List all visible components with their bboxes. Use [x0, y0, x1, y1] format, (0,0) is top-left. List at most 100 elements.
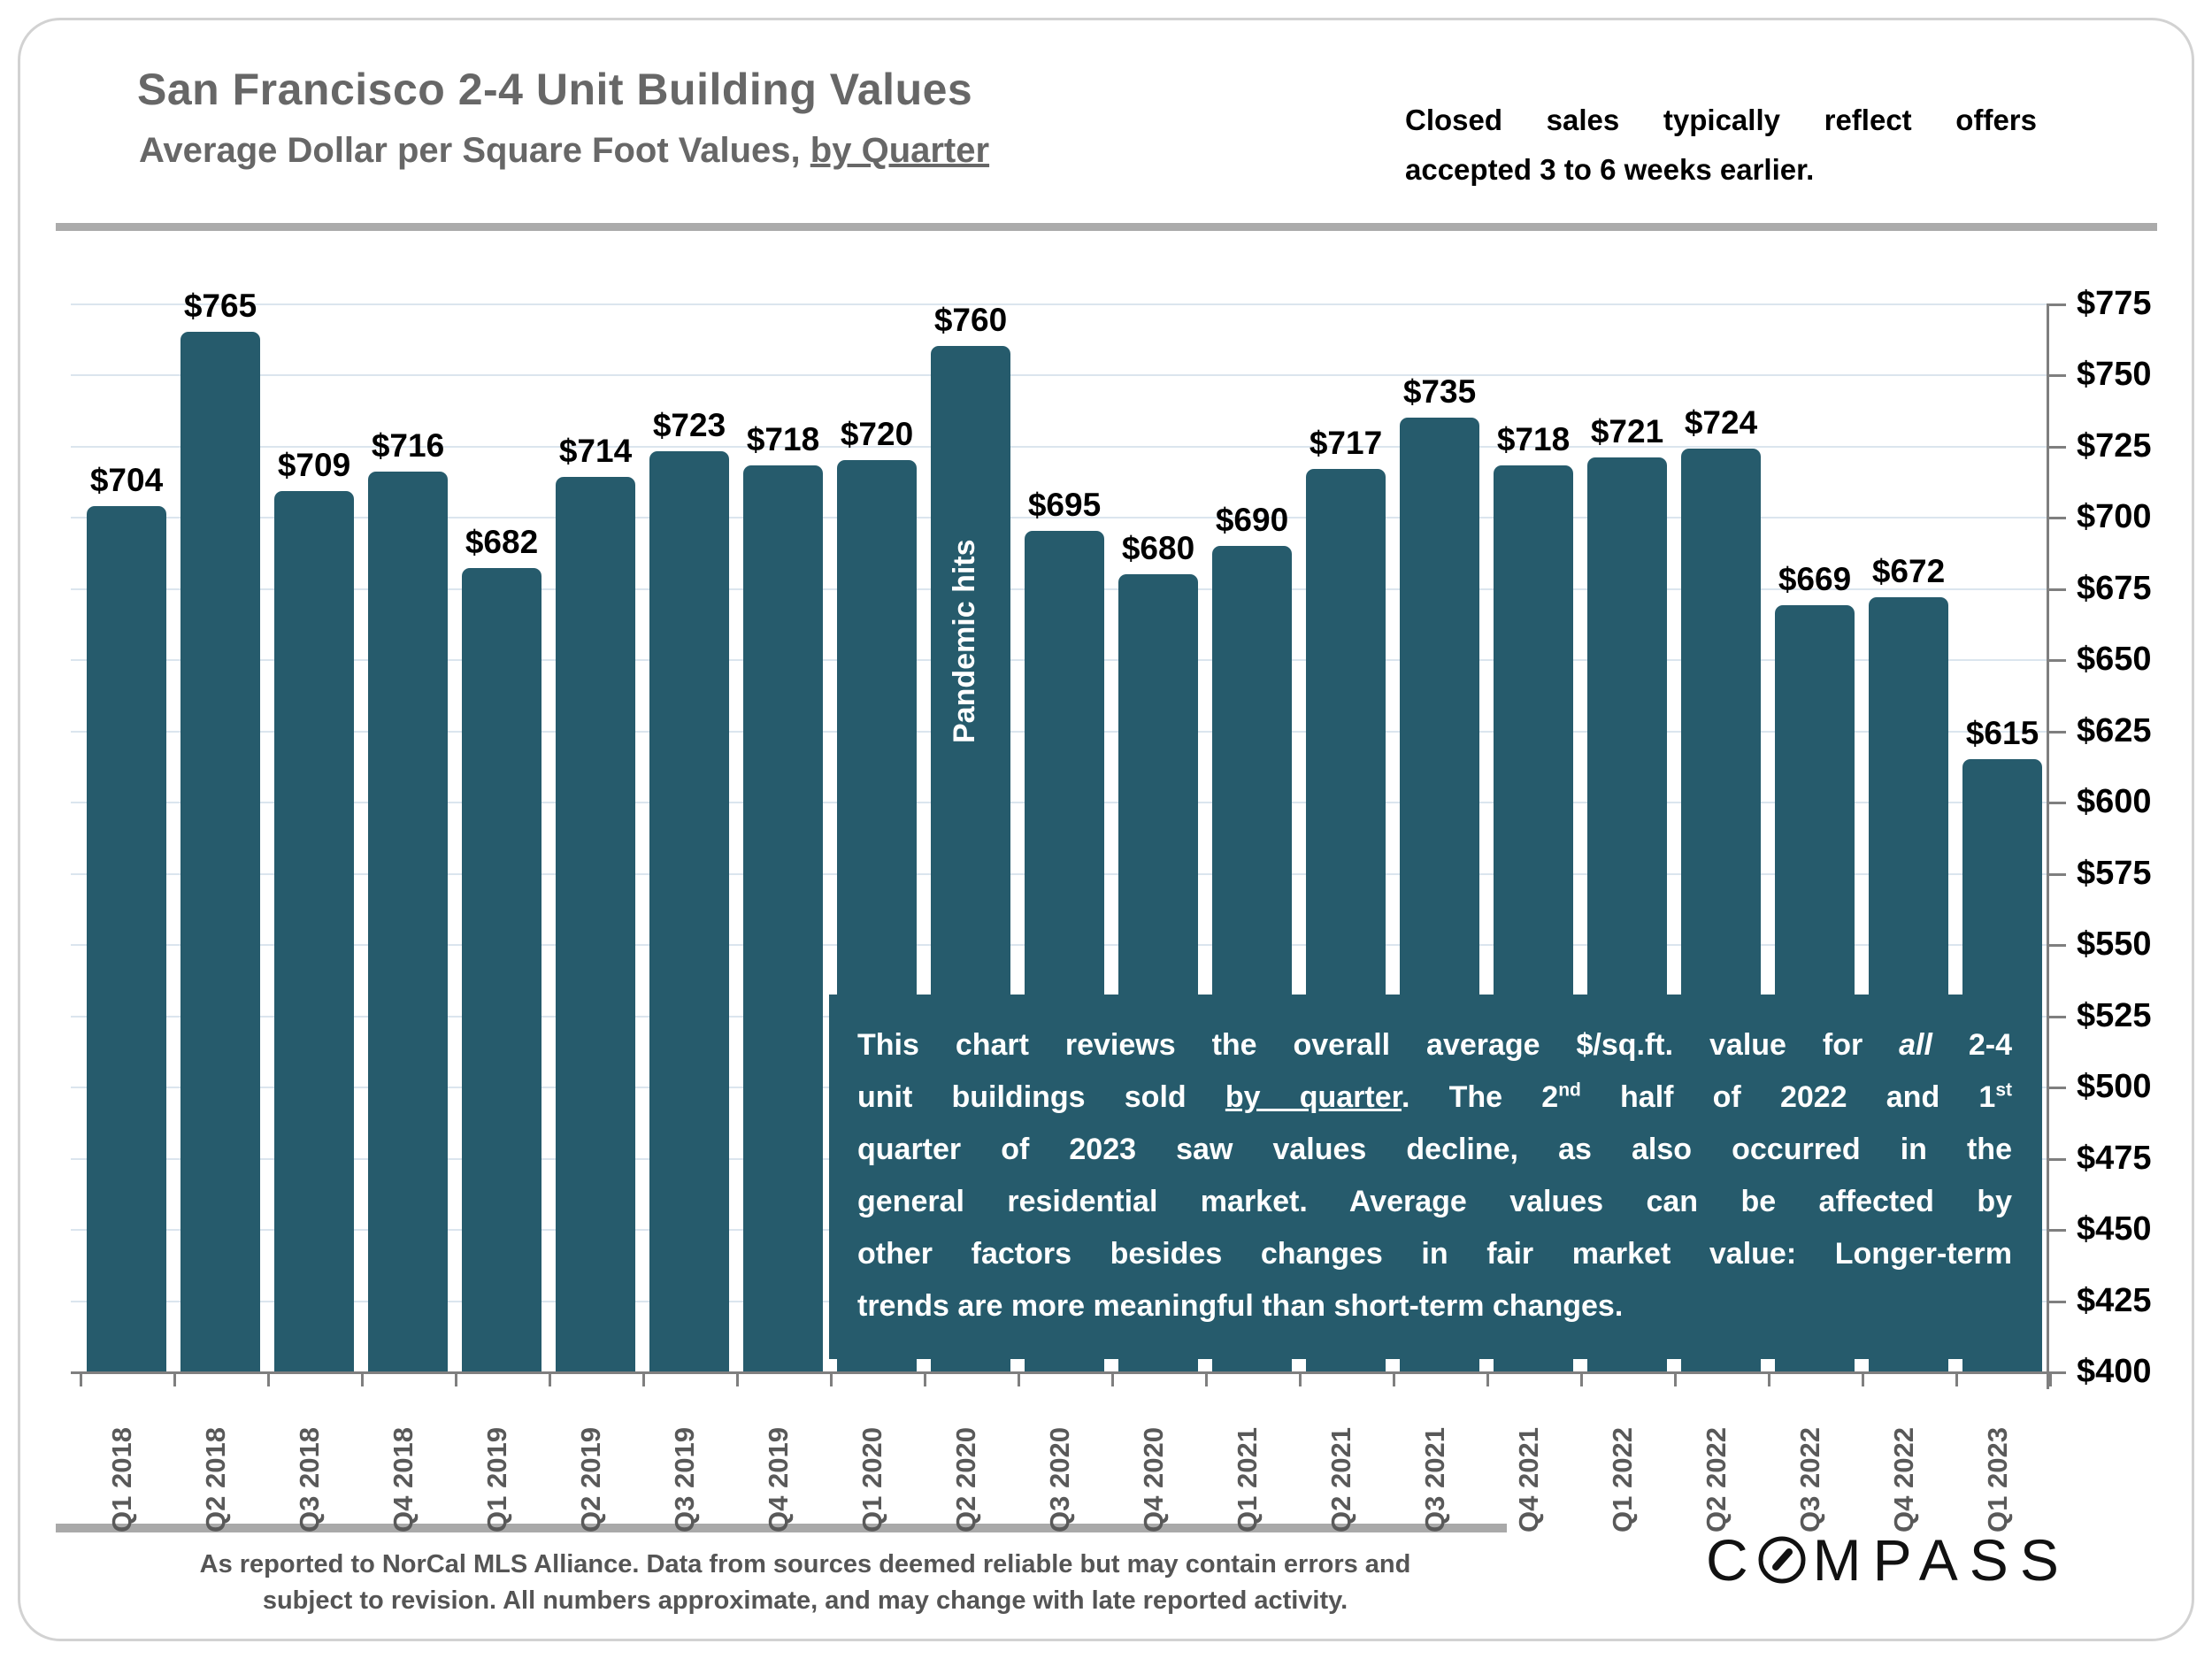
- logo-letter-c: C: [1706, 1527, 1760, 1593]
- y-tick: [2047, 1229, 2066, 1233]
- x-tick: [1018, 1371, 1020, 1386]
- y-tick: [2047, 588, 2066, 591]
- x-tick-label: Q1 2018: [106, 1427, 137, 1532]
- overlay-text-line: trends are more meaningful than short-te…: [857, 1289, 1624, 1323]
- x-tick-label: Q1 2020: [856, 1427, 887, 1532]
- bar-value-label: $714: [558, 433, 633, 470]
- y-tick: [2047, 517, 2066, 520]
- bar-value-label: $672: [1871, 552, 1946, 589]
- x-tick: [361, 1371, 364, 1386]
- y-tick: [2047, 730, 2066, 733]
- subtitle-text: Average Dollar per Square Foot Values,: [139, 131, 810, 170]
- x-tick-label: Q2 2022: [1701, 1427, 1732, 1532]
- x-tick: [1299, 1371, 1302, 1386]
- x-tick-label: Q4 2019: [763, 1427, 794, 1532]
- overlay-text-line: This chart reviews the overall average $…: [857, 1028, 2013, 1062]
- bar-value-label: $718: [1496, 421, 1571, 458]
- page-title: San Francisco 2-4 Unit Building Values: [137, 65, 973, 114]
- x-tick: [549, 1371, 551, 1386]
- overlay-text-line: quarter of 2023 saw values decline, as a…: [857, 1133, 2012, 1166]
- x-tick-label: Q3 2019: [669, 1427, 700, 1532]
- x-axis-line: [71, 1371, 2049, 1374]
- x-tick-label: Q4 2022: [1888, 1427, 1919, 1532]
- subtitle-underlined: by Quarter: [810, 131, 990, 170]
- y-tick-label: $400: [2077, 1353, 2152, 1390]
- bar-value-label: $716: [371, 426, 445, 464]
- y-tick: [2047, 944, 2066, 948]
- x-tick-label: Q3 2021: [1419, 1427, 1450, 1532]
- y-tick-label: $625: [2077, 711, 2152, 749]
- bar-value-label: $680: [1121, 529, 1195, 566]
- y-tick: [2047, 1015, 2066, 1018]
- footer-note-line2: subject to revision. All numbers approxi…: [262, 1586, 1348, 1615]
- bar-value-label: $717: [1309, 424, 1383, 461]
- x-tick-label: Q2 2018: [200, 1427, 231, 1532]
- pandemic-annotation: Pandemic hits: [948, 539, 981, 744]
- bar: [274, 491, 354, 1371]
- bar-value-label: $724: [1684, 404, 1758, 442]
- gridline: [71, 445, 2047, 448]
- y-tick-label: $650: [2077, 641, 2152, 679]
- x-tick-label: Q3 2022: [1794, 1427, 1825, 1532]
- header-note: Closed sales typically reflect offers ac…: [1405, 96, 2037, 195]
- x-tick-label: Q2 2020: [950, 1427, 981, 1532]
- footer-note: As reported to NorCal MLS Alliance. Data…: [124, 1547, 1486, 1619]
- bar-value-label: $718: [746, 421, 820, 458]
- x-tick-label: Q1 2022: [1607, 1427, 1638, 1532]
- x-tick-label: Q4 2021: [1513, 1427, 1544, 1532]
- y-tick-label: $525: [2077, 996, 2152, 1034]
- y-tick: [2047, 872, 2066, 876]
- gridline: [71, 303, 2047, 305]
- x-tick-label: Q4 2018: [388, 1427, 419, 1532]
- y-tick: [2047, 1087, 2066, 1090]
- footer-divider: [56, 1524, 1507, 1532]
- bar-value-label: $721: [1590, 412, 1664, 449]
- header-note-line2: accepted 3 to 6 weeks earlier.: [1405, 153, 1815, 186]
- x-tick: [1111, 1371, 1114, 1386]
- bar-value-label: $723: [652, 407, 726, 444]
- y-tick: [2047, 1157, 2066, 1161]
- bar-value-label: $735: [1402, 373, 1477, 410]
- y-tick: [2047, 1300, 2066, 1303]
- x-tick: [642, 1371, 645, 1386]
- x-tick: [830, 1371, 833, 1386]
- x-tick: [267, 1371, 270, 1386]
- x-tick: [2049, 1371, 2052, 1386]
- compass-logo: C MPASS: [1706, 1520, 2148, 1600]
- y-tick-label: $700: [2077, 498, 2152, 536]
- bar-value-label: $690: [1215, 501, 1289, 538]
- overlay-text-line: other factors besides changes in fair ma…: [857, 1237, 2012, 1271]
- y-tick: [2047, 659, 2066, 663]
- x-tick-label: Q1 2019: [481, 1427, 512, 1532]
- gridline: [71, 517, 2047, 519]
- gridline: [71, 374, 2047, 377]
- y-tick-label: $450: [2077, 1210, 2152, 1248]
- x-tick: [1205, 1371, 1208, 1386]
- bar-value-label: $760: [933, 302, 1008, 339]
- y-tick-label: $725: [2077, 426, 2152, 465]
- bar-value-label: $615: [1965, 714, 2039, 751]
- x-tick: [80, 1371, 82, 1386]
- x-tick: [455, 1371, 457, 1386]
- x-tick-label: Q4 2020: [1138, 1427, 1169, 1532]
- y-tick: [2047, 303, 2066, 306]
- bar: [180, 332, 260, 1371]
- bar-value-label: $709: [277, 447, 351, 484]
- bar-value-label: $669: [1778, 561, 1852, 598]
- x-tick-label: Q3 2020: [1044, 1427, 1075, 1532]
- y-tick: [2047, 1371, 2066, 1374]
- x-tick: [1862, 1371, 1864, 1386]
- bar: [649, 451, 729, 1371]
- y-tick: [2047, 445, 2066, 449]
- y-tick-label: $475: [2077, 1139, 2152, 1177]
- x-tick: [924, 1371, 926, 1386]
- commentary-overlay: This chart reviews the overall average $…: [829, 995, 2042, 1359]
- bar: [743, 465, 823, 1371]
- y-tick-label: $550: [2077, 926, 2152, 964]
- overlay-text-line: general residential market. Average valu…: [857, 1185, 2012, 1218]
- y-tick-label: $750: [2077, 356, 2152, 394]
- logo-letters-rest: MPASS: [1812, 1527, 2070, 1593]
- x-tick-label: Q1 2021: [1232, 1427, 1263, 1532]
- x-tick: [1580, 1371, 1583, 1386]
- x-tick-label: Q3 2018: [294, 1427, 325, 1532]
